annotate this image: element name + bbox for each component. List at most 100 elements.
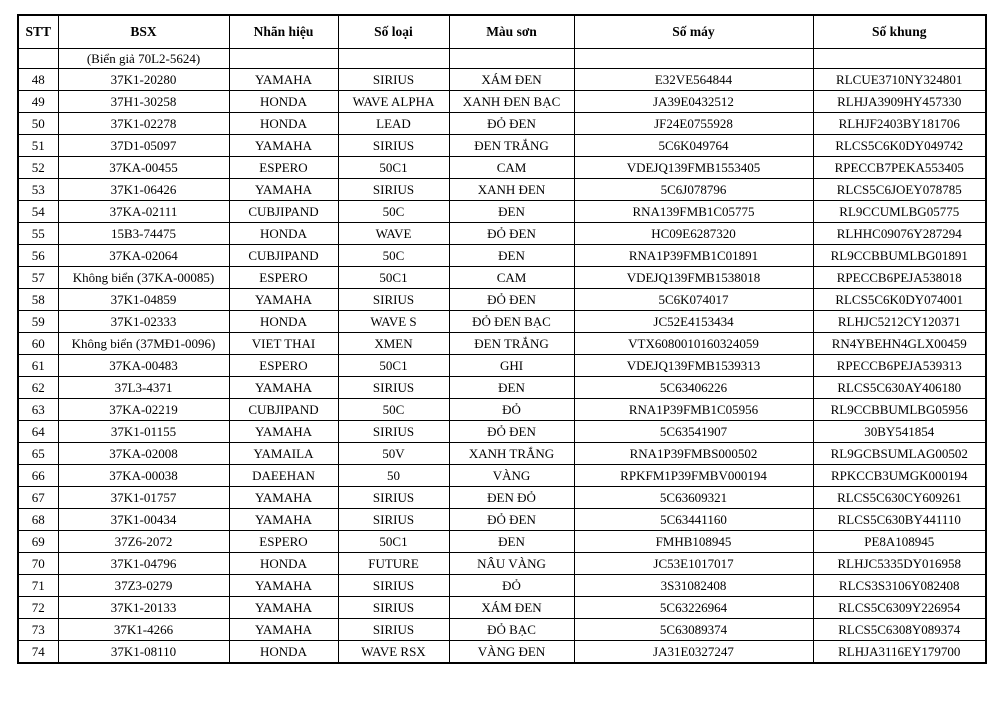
table-row: 55 15B3-74475 HONDA WAVE ĐỎ ĐEN HC09E6287320 R… [17,222,987,245]
table-cell [812,48,987,69]
vehicle-registration-table: STT BSX Nhãn hiệu Số loại Màu sơn Số máy… [17,14,987,664]
table-cell: ESPERO [228,530,339,553]
table-cell: ĐEN [448,376,575,399]
table-cell: 37K1-20133 [57,596,230,619]
table-cell: RLCUE3710NY324801 [812,68,987,91]
table-cell: XANH ĐEN [448,178,575,201]
table-cell [448,48,575,69]
table-cell: SIRIUS [337,68,450,91]
table-cell: RLCS5C630BY441110 [812,508,987,531]
table-cell: 37K1-02278 [57,112,230,135]
table-cell: WAVE S [337,310,450,333]
table-cell: RLCS5C6K0DY049742 [812,134,987,157]
table-cell: 50 [337,464,450,487]
table-cell: 30BY541854 [812,420,987,443]
table-cell: 37Z3-0279 [57,574,230,597]
column-header-so-may: Số máy [573,14,814,49]
table-cell: HONDA [228,222,339,245]
table-cell: 37KA-00483 [57,354,230,377]
table-row: 51 37D1-05097 YAMAHA SIRIUS ĐEN TRẮNG 5C6K049… [17,134,987,157]
table-cell: RLHJA3909HY457330 [812,90,987,113]
table-cell: RLCS3S3106Y082408 [812,574,987,597]
table-cell [17,48,59,69]
table-cell [337,48,450,69]
table-cell: RLCS5C6308Y089374 [812,618,987,641]
table-cell: FMHB108945 [573,530,814,553]
table-cell: 50 [17,112,59,135]
table-cell: 37K1-4266 [57,618,230,641]
table-cell: Không biển (37KA-00085) [57,266,230,289]
column-header-so-khung: Số khung [812,14,987,49]
table-cell: E32VE564844 [573,68,814,91]
table-cell: ĐEN [448,530,575,553]
column-header-bsx: BSX [57,14,230,49]
table-cell: 37KA-02111 [57,200,230,223]
table-cell: RLCS5C6JOEY078785 [812,178,987,201]
table-cell: 37K1-04796 [57,552,230,575]
table-cell: YAMAHA [228,574,339,597]
table-cell: NÂU VÀNG [448,552,575,575]
table-cell: ĐEN [448,200,575,223]
table-cell: RLCS5C6309Y226954 [812,596,987,619]
table-cell: RL9CCUMLBG05775 [812,200,987,223]
table-cell: YAMAHA [228,68,339,91]
table-row: 56 37KA-02064 CUBJIPAND 50C ĐEN RNA1P39FMB1C0… [17,244,987,267]
table-cell: 5C6J078796 [573,178,814,201]
table-cell: YAMAHA [228,376,339,399]
table-cell: ĐỎ BẠC [448,618,575,641]
table-cell: HONDA [228,310,339,333]
table-cell: 37K1-20280 [57,68,230,91]
table-row: 72 37K1-20133 YAMAHA SIRIUS XÁM ĐEN 5C6322696… [17,596,987,619]
table-cell: CUBJIPAND [228,200,339,223]
table-row: 57 Không biển (37KA-00085) ESPERO 50C1 CAM VD… [17,266,987,289]
table-cell: HONDA [228,552,339,575]
table-cell: YAMAHA [228,486,339,509]
table-cell: 37L3-4371 [57,376,230,399]
table-cell: RNA1P39FMB1C05956 [573,398,814,421]
table-cell: 50C1 [337,156,450,179]
table-cell: 65 [17,442,59,465]
table-cell: RPECCB6PEJA538018 [812,266,987,289]
table-cell: 37KA-02064 [57,244,230,267]
column-header-mau-son: Màu sơn [448,14,575,49]
table-cell: 52 [17,156,59,179]
table-cell: RLHJC5335DY016958 [812,552,987,575]
table-cell: 61 [17,354,59,377]
table-cell: 54 [17,200,59,223]
table-cell: HC09E6287320 [573,222,814,245]
table-cell: XMEN [337,332,450,355]
table-cell: 5C6K074017 [573,288,814,311]
table-cell: YAMAHA [228,596,339,619]
table-cell: SIRIUS [337,376,450,399]
table-cell: RL9CCBBUMLBG01891 [812,244,987,267]
table-cell: LEAD [337,112,450,135]
table-cell: RPECCB6PEJA539313 [812,354,987,377]
header-row: STT BSX Nhãn hiệu Số loại Màu sơn Số máy… [17,14,987,49]
table-cell: JA31E0327247 [573,640,814,664]
table-cell: 5C63609321 [573,486,814,509]
table-cell: GHI [448,354,575,377]
table-cell: 56 [17,244,59,267]
table-cell: RN4YBEHN4GLX00459 [812,332,987,355]
table-cell: VDEJQ139FMB1539313 [573,354,814,377]
table-cell: 71 [17,574,59,597]
table-cell: CAM [448,266,575,289]
table-row: 71 37Z3-0279 YAMAHA SIRIUS ĐỎ 3S31082408 RLCS3… [17,574,987,597]
table-cell: RLHJF2403BY181706 [812,112,987,135]
table-row: 67 37K1-01757 YAMAHA SIRIUS ĐEN ĐỎ 5C63609321… [17,486,987,509]
table-cell: (Biển giả 70L2-5624) [57,48,230,69]
table-cell: 73 [17,618,59,641]
table-cell: 5C63441160 [573,508,814,531]
table-cell: VTX6080010160324059 [573,332,814,355]
table-cell: ĐỎ ĐEN [448,288,575,311]
table-cell: 3S31082408 [573,574,814,597]
table-row: 61 37KA-00483 ESPERO 50C1 GHI VDEJQ139FMB1539… [17,354,987,377]
table-cell: 37K1-01155 [57,420,230,443]
table-cell: 59 [17,310,59,333]
table-cell: 37D1-05097 [57,134,230,157]
table-cell: JC52E4153434 [573,310,814,333]
table-cell: 37K1-02333 [57,310,230,333]
table-row: 65 37KA-02008 YAMAILA 50V XANH TRẮNG RNA1P39F… [17,442,987,465]
table-cell: 50C1 [337,266,450,289]
table-cell: 70 [17,552,59,575]
